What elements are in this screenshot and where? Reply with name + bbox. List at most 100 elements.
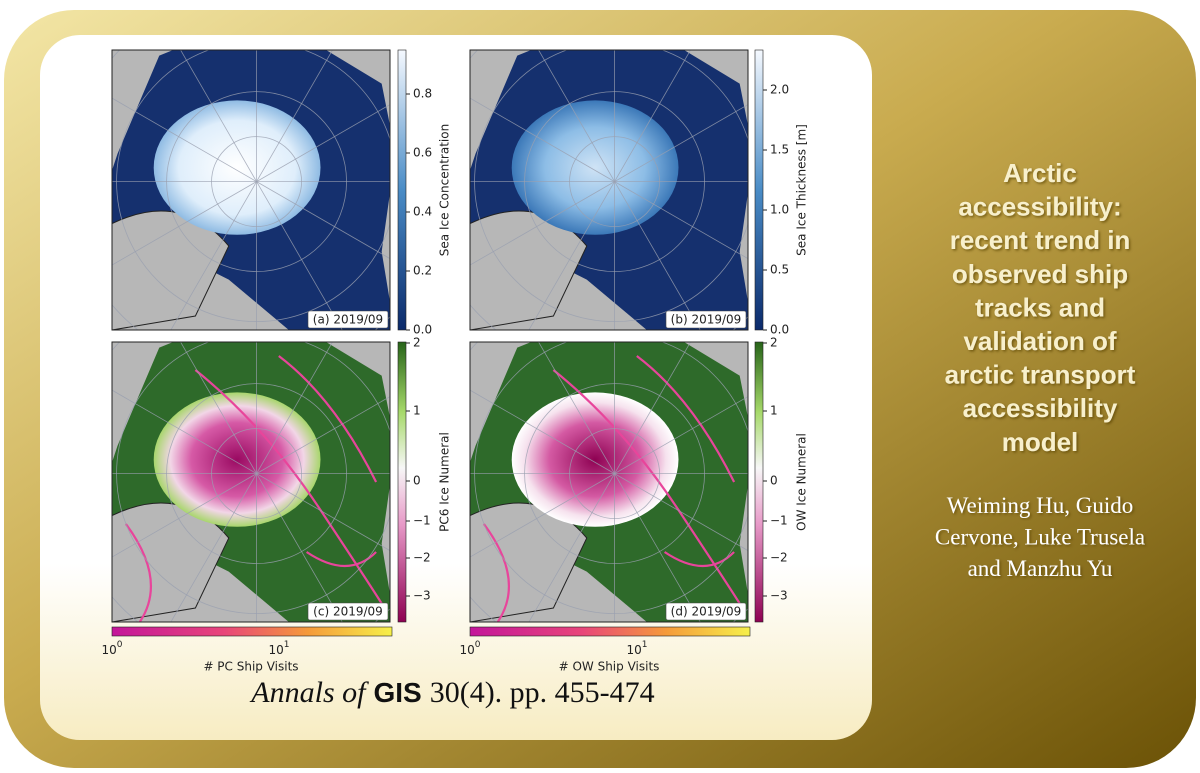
ice-extent — [511, 100, 679, 235]
meridian — [112, 181, 257, 266]
ship-tick-label: 100 — [459, 640, 480, 657]
colorbar-label: Sea Ice Concentration — [438, 124, 452, 256]
ice-extent — [153, 392, 321, 527]
tick-exponent: 0 — [117, 640, 123, 650]
meridian — [614, 473, 748, 552]
ship-tick-label: 100 — [101, 640, 122, 657]
title-line: validation of — [963, 326, 1116, 356]
colorbar-tick-label: 2.0 — [770, 83, 789, 97]
colorbar-tick-label: −3 — [413, 589, 431, 603]
panel-label: (c) 2019/09 — [313, 605, 383, 619]
title-line: arctic transport — [945, 360, 1136, 390]
ship-track — [305, 551, 377, 568]
colorbar-tick-label: −1 — [413, 514, 431, 528]
meridian — [256, 181, 390, 260]
map-border — [469, 49, 749, 331]
colorbar-tick-label: 1.0 — [770, 203, 789, 217]
tick-base: 10 — [459, 643, 474, 657]
ship-track — [278, 355, 378, 483]
colorbar-tick-label: 1.5 — [770, 143, 789, 157]
meridian — [470, 389, 615, 474]
citation: Annals of GIS 30(4). pp. 455-474 — [249, 676, 654, 709]
colorbar-tick-label: −1 — [770, 514, 788, 528]
title-line: observed ship — [952, 259, 1128, 289]
panel-label: (d) 2019/09 — [671, 605, 742, 619]
meridian — [470, 97, 615, 182]
title-block: Arctic accessibility:recent trend in obser… — [935, 158, 1145, 581]
panel-label: (b) 2019/09 — [671, 313, 742, 327]
panel-label-box — [307, 602, 389, 621]
meridian — [180, 342, 257, 474]
meridian — [614, 104, 748, 182]
colorbar — [754, 341, 764, 623]
colorbar-tick-label: 0.5 — [770, 263, 789, 277]
title-line: recent trend in — [950, 225, 1131, 255]
author-line: Weiming Hu, Guido — [947, 493, 1134, 518]
colorbar-tick-label: −3 — [770, 589, 788, 603]
colorbar-label: OW Ice Numeral — [795, 433, 809, 531]
ship-tick-label: 101 — [626, 640, 647, 657]
meridian — [470, 473, 615, 558]
meridian — [256, 342, 334, 474]
colorbar-tick-label: 1 — [770, 404, 778, 418]
meridian — [538, 342, 615, 474]
panel-label-box — [665, 310, 747, 329]
title-line: model — [1002, 427, 1079, 457]
colorbar-tick-label: 0.6 — [413, 146, 432, 160]
panel-label-box — [665, 602, 747, 621]
colorbar-tick-label: 0.0 — [413, 323, 432, 337]
ship-track — [552, 369, 744, 609]
author-line: and Manzhu Yu — [968, 556, 1113, 581]
meridian — [170, 473, 257, 622]
citation-details: 30(4). pp. 455-474 — [430, 676, 655, 709]
tick-exponent: 0 — [475, 640, 481, 650]
title-line: accessibility: — [958, 192, 1121, 222]
meridian — [112, 473, 257, 558]
colorbar-tick-label: 0 — [413, 474, 421, 488]
meridian — [528, 473, 615, 622]
colorbar-tick-label: 2 — [413, 336, 421, 350]
ship-track — [194, 369, 386, 609]
meridian — [180, 50, 257, 182]
meridian — [614, 181, 748, 260]
colorbar-tick-label: 0 — [770, 474, 778, 488]
journal: Annals of — [249, 676, 369, 709]
tick-base: 10 — [268, 643, 283, 657]
colorbar-tick-label: −2 — [770, 551, 788, 565]
colorbar-label: PC6 Ice Numeral — [438, 432, 452, 532]
meridian — [256, 104, 390, 182]
title-line: accessibility — [963, 393, 1118, 423]
panel-label: (a) 2019/09 — [313, 313, 383, 327]
title-line: tracks and — [975, 292, 1105, 322]
tick-exponent: 1 — [642, 640, 648, 650]
meridian — [112, 389, 257, 474]
map-border — [111, 49, 391, 331]
title-line: Arctic — [1003, 158, 1077, 188]
ship-colorbar — [469, 626, 751, 637]
colorbar-label: Sea Ice Thickness [m] — [795, 124, 809, 256]
map-border — [469, 341, 749, 623]
colorbar — [397, 341, 407, 623]
meridian — [470, 181, 615, 266]
ice-extent — [153, 100, 321, 235]
meridian — [170, 181, 257, 330]
map-panel — [112, 342, 390, 622]
ship-tick-label: 101 — [268, 640, 289, 657]
colorbar-tick-label: 1 — [413, 404, 421, 418]
author-line: Cervone, Luke Trusela — [935, 525, 1145, 550]
ship-track — [125, 523, 152, 622]
colorbar-tick-label: 0.0 — [770, 323, 789, 337]
meridian — [614, 342, 692, 474]
map-panel — [470, 342, 748, 622]
ship-track — [636, 355, 736, 483]
ship-track — [483, 523, 510, 622]
tick-base: 10 — [101, 643, 116, 657]
ship-colorbar — [111, 626, 393, 637]
meridian — [538, 50, 615, 182]
ice-extent — [511, 392, 679, 527]
tick-exponent: 1 — [284, 640, 290, 650]
ship-colorbar-label: # PC Ship Visits — [203, 660, 298, 674]
panel-label-box — [307, 310, 389, 329]
map-panel — [470, 50, 748, 330]
